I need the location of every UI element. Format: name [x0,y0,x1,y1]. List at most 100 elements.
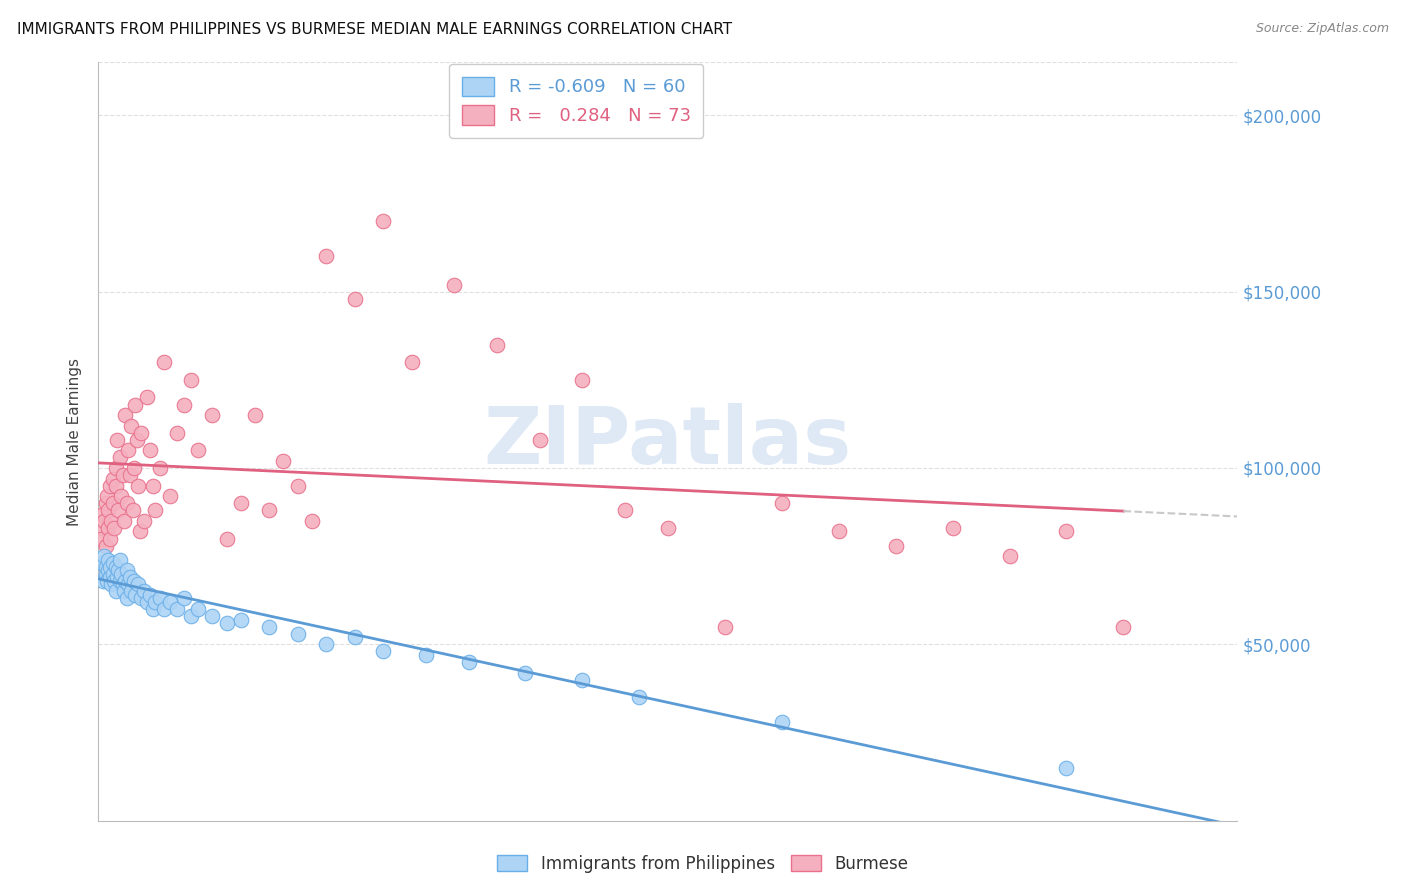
Point [201,408,224,422]
Point [107,503,129,517]
Point [942,521,965,535]
Point [145,595,167,609]
Point [94,496,117,510]
Point [104,461,127,475]
Point [287,478,309,492]
Point [94,539,117,553]
Point [112,514,135,528]
Point [122,461,145,475]
Point [273,454,295,468]
Point [828,524,851,539]
Point [104,584,127,599]
Point [373,644,395,658]
Point [132,514,155,528]
Point [104,478,127,492]
Point [98,559,121,574]
Point [138,588,160,602]
Point [108,574,131,588]
Point [118,570,141,584]
Point [401,355,423,369]
Point [529,433,551,447]
Point [129,591,152,606]
Point [91,574,114,588]
Point [187,602,209,616]
Point [101,566,124,581]
Point [111,577,134,591]
Point [657,521,679,535]
Point [98,570,121,584]
Text: IMMIGRANTS FROM PHILIPPINES VS BURMESE MEDIAN MALE EARNINGS CORRELATION CHART: IMMIGRANTS FROM PHILIPPINES VS BURMESE M… [17,22,733,37]
Point [571,673,593,687]
Point [229,496,252,510]
Point [187,443,209,458]
Point [93,549,115,563]
Point [141,602,163,616]
Point [159,489,181,503]
Point [215,532,238,546]
Point [149,461,172,475]
Point [127,577,149,591]
Point [96,489,118,503]
Point [117,577,139,591]
Point [125,433,148,447]
Point [98,478,121,492]
Point [315,249,337,263]
Point [243,408,266,422]
Point [98,532,121,546]
Point [1056,761,1078,775]
Point [128,524,150,539]
Point [138,443,160,458]
Point [103,521,125,535]
Point [110,489,132,503]
Point [96,574,118,588]
Point [97,503,120,517]
Point [90,532,112,546]
Point [215,616,238,631]
Point [301,514,323,528]
Text: Source: ZipAtlas.com: Source: ZipAtlas.com [1256,22,1389,36]
Point [105,570,128,584]
Point [714,620,737,634]
Point [153,355,176,369]
Point [121,503,143,517]
Point [229,613,252,627]
Point [114,574,136,588]
Point [97,521,120,535]
Point [770,714,793,729]
Point [457,655,479,669]
Point [100,514,122,528]
Point [100,577,122,591]
Point [173,591,195,606]
Point [89,521,111,535]
Point [443,277,465,292]
Point [287,626,309,640]
Point [124,397,146,411]
Point [120,418,142,433]
Point [884,539,907,553]
Point [173,397,195,411]
Legend: R = -0.609   N = 60, R =   0.284   N = 73: R = -0.609 N = 60, R = 0.284 N = 73 [449,64,703,138]
Point [110,566,132,581]
Point [101,496,124,510]
Point [94,559,117,574]
Point [141,478,163,492]
Point [343,630,366,644]
Point [111,468,134,483]
Y-axis label: Median Male Earnings: Median Male Earnings [67,358,83,525]
Point [97,552,120,566]
Point [315,637,337,651]
Point [145,503,167,517]
Point [415,648,437,662]
Point [1056,524,1078,539]
Point [105,433,128,447]
Point [118,468,141,483]
Point [1112,620,1135,634]
Point [159,595,181,609]
Point [201,609,224,624]
Point [115,496,138,510]
Point [166,425,188,440]
Point [180,373,202,387]
Point [93,514,115,528]
Point [101,472,124,486]
Point [94,566,117,581]
